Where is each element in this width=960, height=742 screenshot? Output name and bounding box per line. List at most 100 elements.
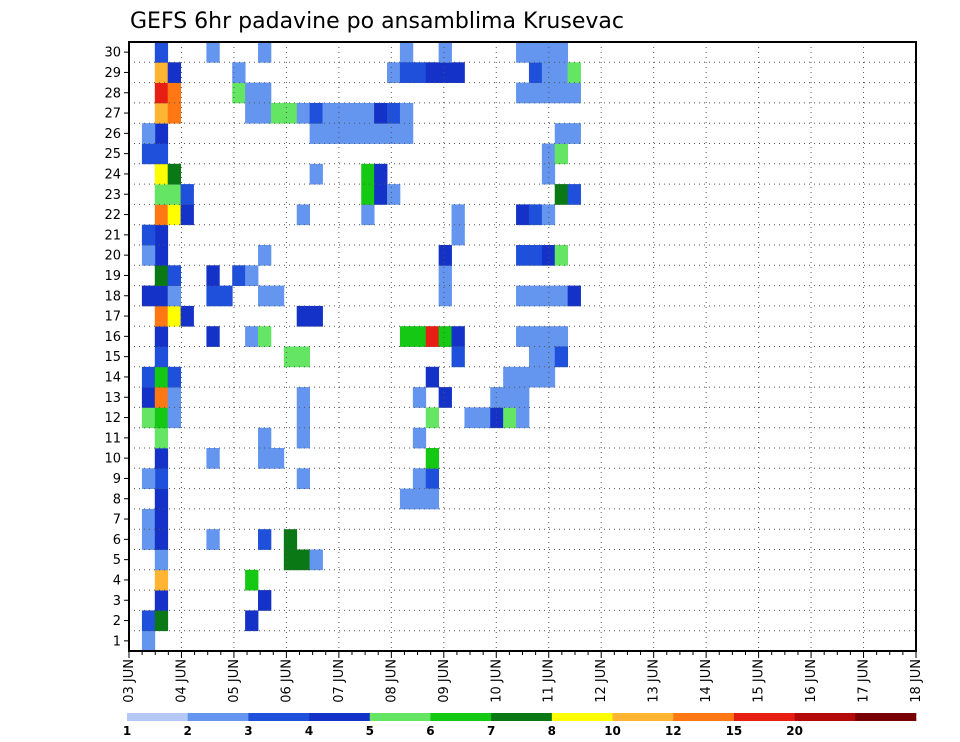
heatmap-cell [541,143,556,165]
y-tick-label: 10 [104,452,121,467]
heatmap-cell [516,326,530,347]
heatmap-cell [412,488,427,510]
heatmap-cell [154,529,169,550]
heatmap-cell [245,610,259,632]
heatmap-cell [296,305,311,327]
heatmap-cell [245,265,259,286]
heatmap-cell [258,326,272,347]
colorbar-swatch [369,713,431,721]
heatmap-cell [451,346,465,368]
heatmap-cell [361,102,375,124]
heatmap-cell [335,123,349,144]
heatmap-cell [141,407,156,429]
heatmap-cell [554,82,569,104]
colorbar-swatch [733,713,795,721]
heatmap-cell [451,326,465,347]
x-tick-label: 10 JUN [489,659,504,703]
x-tick-label: 05 JUN [227,659,242,703]
heatmap-cell [425,62,440,83]
heatmap-cell [141,123,156,144]
heatmap-cell [154,468,169,489]
heatmap-cell [232,265,246,286]
heatmap-cell [309,305,323,327]
heatmap-cell [154,123,169,144]
heatmap-cell [154,569,169,591]
heatmap-cell [309,102,323,124]
heatmap-cells [141,42,581,652]
heatmap-cell [206,42,220,63]
heatmap-cell [516,285,530,307]
heatmap-cell [154,590,169,611]
heatmap-cell [154,245,169,266]
x-tick-label: 14 JUN [699,659,714,703]
heatmap-cell [348,123,362,144]
heatmap-cell [387,123,401,144]
heatmap-cell [503,387,517,408]
heatmap-cell [206,529,220,550]
heatmap-cell [141,387,156,408]
heatmap-cell [554,62,569,83]
heatmap-cell [528,82,543,104]
heatmap-cell [399,42,414,63]
heatmap-cell [283,346,298,368]
heatmap-cell [503,407,517,429]
heatmap-cell [503,366,517,388]
heatmap-cell [154,346,169,368]
colorbar-label: 12 [665,724,682,738]
y-tick-label: 13 [104,391,121,406]
heatmap-cell [270,448,285,469]
heatmap-cell [258,102,272,124]
y-tick-label: 3 [113,594,121,609]
heatmap-cell [425,488,440,510]
heatmap-cell [258,529,272,550]
x-tick-label: 04 JUN [174,659,189,703]
colorbar-label: 15 [726,724,743,738]
heatmap-cell [541,204,556,226]
heatmap-cell [296,468,311,489]
heatmap-cell [554,143,569,165]
heatmap-cell [567,62,581,83]
heatmap-cell [425,326,440,347]
y-tick-label: 11 [104,431,121,446]
x-tick-label: 18 JUN [909,659,924,703]
heatmap-cell [554,326,569,347]
y-tick-label: 26 [104,127,121,142]
colorbar-swatch [794,713,856,721]
heatmap-cell [335,102,349,124]
y-tick-label: 28 [104,86,121,101]
heatmap-cell [154,326,169,347]
heatmap-cell [309,163,323,185]
heatmap-cell [541,346,556,368]
y-tick-label: 2 [113,614,121,629]
heatmap-cell [232,62,246,83]
heatmap-cell [554,123,569,144]
heatmap-cell [141,224,156,246]
heatmap-cell [516,82,530,104]
heatmap-cell [154,407,169,429]
y-tick-label: 17 [104,310,121,325]
heatmap-cell [528,366,543,388]
heatmap-cell [245,102,259,124]
heatmap-cell [516,245,530,266]
heatmap-cell [412,427,427,449]
heatmap-cell [154,508,169,530]
colorbar-label: 10 [604,724,621,738]
heatmap-cell [296,346,311,368]
heatmap-cell [154,62,169,83]
plot-grid [129,42,916,651]
heatmap-cell [374,123,388,144]
heatmap-cell [167,62,181,83]
heatmap-cell [541,326,556,347]
colorbar-label: 3 [244,724,252,738]
y-tick-label: 12 [104,411,121,426]
heatmap-cell [425,407,440,429]
heatmap-cell [516,387,530,408]
heatmap-cell [477,407,491,429]
heatmap-cell [258,285,272,307]
heatmap-cell [554,42,569,63]
heatmap-cell [554,184,569,205]
x-tick-label: 17 JUN [857,659,872,703]
y-tick-label: 21 [104,228,121,243]
heatmap-cell [528,346,543,368]
